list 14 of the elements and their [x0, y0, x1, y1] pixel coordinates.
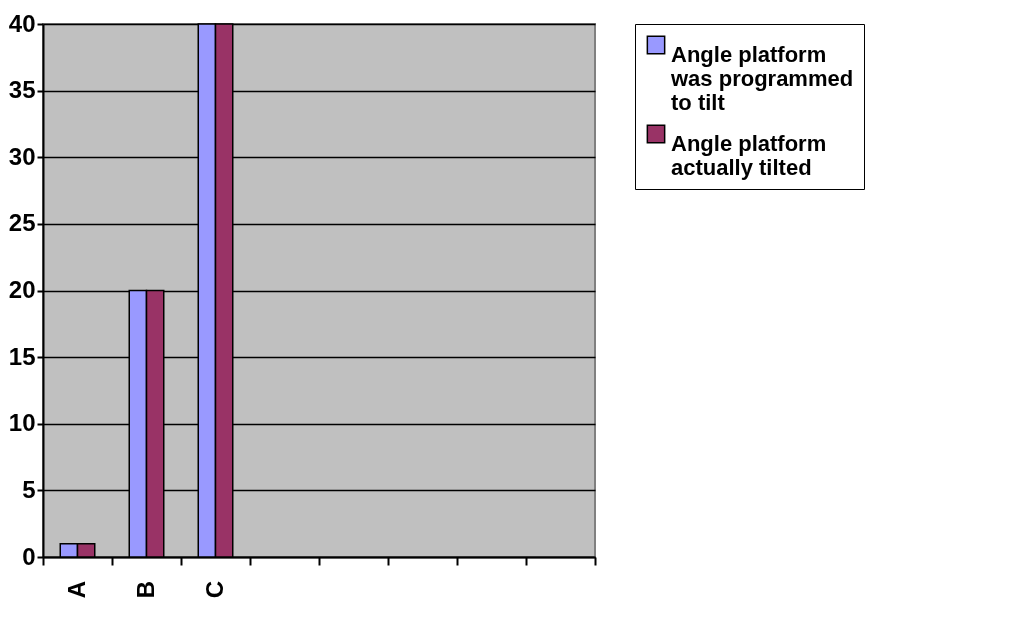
- y-tick-label: 10: [8, 409, 36, 437]
- y-tick-label: 30: [8, 142, 36, 170]
- legend-label: Angle platform was programmed to tilt: [670, 42, 854, 115]
- y-tick-label: 40: [8, 9, 36, 37]
- y-tick-label: 25: [8, 209, 36, 237]
- y-tick-label: 0: [22, 542, 36, 570]
- y-tick-label: 15: [8, 342, 36, 370]
- y-tick-label: 35: [8, 76, 36, 104]
- x-tick-label: B: [132, 580, 159, 599]
- y-tick-label: 20: [8, 276, 36, 303]
- y-tick-label: 5: [22, 475, 36, 503]
- x-tick-label: C: [201, 580, 228, 599]
- x-tick-label: A: [63, 580, 90, 599]
- legend-label: Angle platform actually tilted: [671, 131, 827, 180]
